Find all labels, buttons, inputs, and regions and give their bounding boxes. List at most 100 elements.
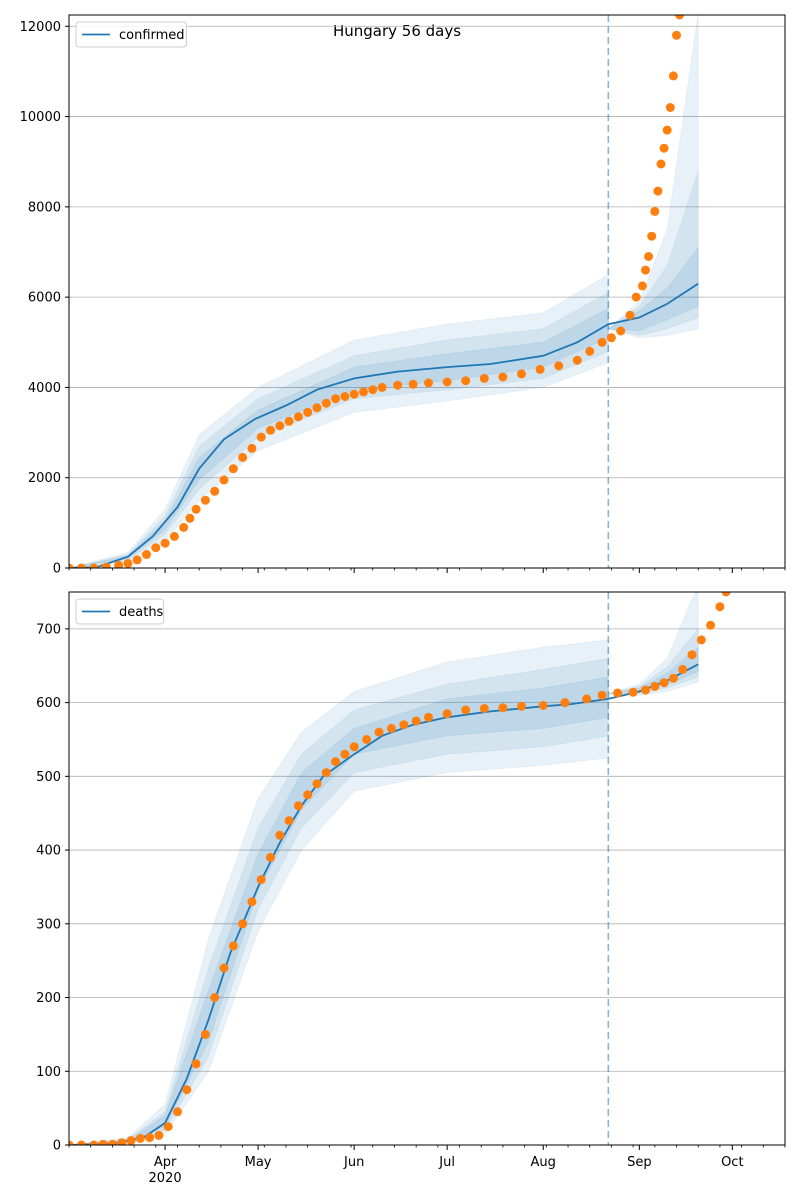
observed-point — [98, 1139, 108, 1145]
observed-point — [200, 495, 210, 505]
observed-point — [668, 673, 678, 683]
observed-point — [678, 664, 688, 674]
confirmed-panel: 0 2000 4000 6000 8000 10000 12000 confirmed — [20, 14, 786, 577]
observed-point — [312, 779, 322, 789]
observed-point — [331, 757, 341, 767]
y-tick-label: 100 — [36, 1065, 61, 1080]
observed-point — [349, 389, 359, 399]
uncertainty-band — [69, 291, 609, 568]
observed-point — [554, 361, 564, 371]
x-tick-label: Oct — [721, 1155, 743, 1170]
observed-point — [275, 830, 285, 840]
observed-point — [517, 701, 526, 711]
legend-box — [75, 21, 187, 48]
observed-point — [408, 379, 418, 389]
observed-point — [247, 443, 257, 453]
observed-point — [498, 703, 508, 713]
observed-point — [424, 712, 433, 722]
observed-point — [597, 337, 607, 347]
uncertainty-band — [607, 170, 699, 336]
legend-box — [75, 598, 165, 625]
observed-point — [585, 346, 595, 356]
observed-point — [69, 1140, 74, 1145]
observed-point — [442, 377, 452, 387]
observed-point — [606, 333, 616, 343]
observed-point — [117, 1138, 127, 1145]
observed-point — [349, 742, 359, 752]
observed-point — [154, 1130, 164, 1140]
observed-point — [637, 281, 647, 291]
observed-point — [182, 1085, 192, 1095]
observed-point — [653, 186, 663, 196]
y-tick-label: 600 — [36, 696, 61, 711]
observed-point — [442, 709, 452, 719]
observed-point — [399, 720, 409, 730]
y-tick-label: 4000 — [28, 381, 61, 396]
observed-point — [644, 252, 654, 261]
observed-point — [582, 694, 592, 704]
observed-point — [359, 387, 368, 397]
legend: confirmed — [75, 21, 187, 48]
observed-point — [625, 310, 635, 320]
observed-point — [303, 407, 313, 417]
observed-point — [219, 963, 229, 973]
observed-point — [715, 602, 725, 612]
legend-label: deaths — [119, 605, 164, 620]
x-tick-label: Aug — [531, 1155, 556, 1170]
observed-point — [275, 421, 285, 431]
observed-point — [386, 723, 396, 733]
y-tick-label: 500 — [36, 770, 61, 785]
y-tick-label: 0 — [53, 1139, 61, 1154]
y-tick-label: 6000 — [28, 291, 61, 306]
observed-point — [687, 650, 697, 660]
observed-point — [123, 559, 133, 568]
model-line — [69, 282, 699, 568]
observed-point — [200, 1029, 210, 1039]
observed-point — [238, 452, 248, 462]
x-tick-sublabel: 2020 — [149, 1171, 182, 1186]
observed-point — [340, 392, 350, 401]
observed-point — [650, 206, 660, 216]
observed-point — [641, 265, 650, 275]
observed-point — [656, 159, 666, 169]
observed-point — [461, 705, 471, 715]
observed-point — [293, 412, 303, 422]
observed-point — [173, 1107, 182, 1117]
figure-title: Hungary 56 days — [333, 22, 461, 40]
y-tick-label: 0 — [53, 562, 61, 577]
observed-point — [479, 373, 489, 383]
y-tick-label: 2000 — [28, 471, 61, 486]
observed-point — [706, 620, 716, 630]
observed-point — [597, 690, 607, 700]
observed-point — [266, 852, 275, 862]
x-tick-label: Jul — [438, 1155, 455, 1170]
observed-point — [498, 372, 508, 382]
observed-point — [616, 326, 626, 336]
observed-point — [721, 592, 731, 597]
observed-point — [393, 380, 403, 390]
observed-point — [135, 1133, 145, 1143]
observed-point — [368, 385, 378, 395]
observed-point — [145, 1133, 155, 1143]
observed-point — [659, 143, 669, 153]
observed-point — [377, 382, 387, 392]
observed-point — [107, 1139, 117, 1145]
observed-point — [517, 369, 526, 379]
observed-point — [89, 1140, 99, 1145]
observed-point — [101, 562, 111, 568]
legend: deaths — [75, 598, 165, 625]
uncertainty-band — [608, 592, 699, 696]
observed-point — [163, 1122, 173, 1132]
observed-point — [69, 563, 74, 568]
observed-point — [424, 378, 433, 388]
observed-point — [191, 1059, 201, 1069]
x-tick-label: May — [245, 1155, 272, 1170]
observed-point — [179, 522, 189, 532]
observed-point — [284, 416, 294, 426]
observed-point — [219, 475, 229, 485]
observed-point — [572, 355, 582, 365]
observed-point — [535, 364, 545, 374]
y-tick-label: 8000 — [28, 200, 61, 215]
observed-point — [631, 292, 641, 302]
observed-point — [665, 103, 675, 112]
